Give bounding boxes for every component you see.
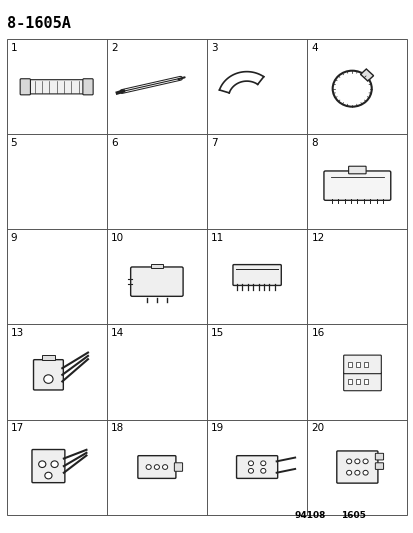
Text: 20: 20 bbox=[311, 423, 324, 433]
FancyBboxPatch shape bbox=[348, 166, 365, 174]
FancyBboxPatch shape bbox=[236, 456, 277, 479]
Bar bbox=[150, 264, 163, 269]
Text: 18: 18 bbox=[111, 423, 124, 433]
Circle shape bbox=[362, 470, 367, 475]
Circle shape bbox=[146, 465, 151, 470]
Text: 7: 7 bbox=[211, 138, 217, 148]
FancyBboxPatch shape bbox=[32, 449, 65, 483]
Text: 14: 14 bbox=[111, 328, 124, 338]
FancyBboxPatch shape bbox=[138, 456, 176, 479]
Text: 4: 4 bbox=[311, 43, 317, 53]
Text: 5: 5 bbox=[11, 138, 17, 148]
Bar bbox=[7, 39, 406, 514]
FancyBboxPatch shape bbox=[375, 463, 382, 470]
Circle shape bbox=[248, 469, 253, 473]
Circle shape bbox=[162, 465, 167, 470]
Text: 1: 1 bbox=[11, 43, 17, 53]
Circle shape bbox=[354, 459, 359, 464]
FancyBboxPatch shape bbox=[20, 79, 31, 95]
Bar bbox=[360, 69, 373, 81]
Circle shape bbox=[51, 461, 58, 467]
FancyBboxPatch shape bbox=[174, 463, 182, 471]
Text: 8-1605A: 8-1605A bbox=[7, 15, 70, 30]
Text: 6: 6 bbox=[111, 138, 117, 148]
Circle shape bbox=[44, 375, 53, 383]
Circle shape bbox=[346, 459, 351, 464]
Text: 19: 19 bbox=[211, 423, 224, 433]
Text: 8: 8 bbox=[311, 138, 317, 148]
Text: 17: 17 bbox=[11, 423, 24, 433]
FancyBboxPatch shape bbox=[131, 267, 183, 296]
Text: 94108: 94108 bbox=[294, 511, 325, 520]
Text: 15: 15 bbox=[211, 328, 224, 338]
Text: 2: 2 bbox=[111, 43, 117, 53]
FancyBboxPatch shape bbox=[343, 355, 380, 374]
FancyBboxPatch shape bbox=[375, 453, 382, 460]
FancyBboxPatch shape bbox=[33, 360, 63, 390]
Circle shape bbox=[154, 465, 159, 470]
Circle shape bbox=[346, 470, 351, 475]
Circle shape bbox=[362, 459, 367, 464]
Bar bbox=[347, 379, 351, 384]
Circle shape bbox=[38, 461, 46, 467]
Circle shape bbox=[260, 461, 265, 466]
Bar bbox=[355, 379, 359, 384]
Text: 1605: 1605 bbox=[340, 511, 365, 520]
Text: 13: 13 bbox=[11, 328, 24, 338]
FancyBboxPatch shape bbox=[343, 372, 380, 391]
Circle shape bbox=[354, 470, 359, 475]
Bar bbox=[363, 362, 367, 367]
Text: 11: 11 bbox=[211, 233, 224, 243]
FancyBboxPatch shape bbox=[83, 79, 93, 95]
Bar bbox=[347, 362, 351, 367]
Text: 10: 10 bbox=[111, 233, 124, 243]
Circle shape bbox=[45, 472, 52, 479]
Text: 3: 3 bbox=[211, 43, 217, 53]
Bar bbox=[363, 379, 367, 384]
Text: 12: 12 bbox=[311, 233, 324, 243]
Text: 9: 9 bbox=[11, 233, 17, 243]
FancyBboxPatch shape bbox=[336, 451, 377, 483]
FancyBboxPatch shape bbox=[323, 171, 390, 200]
Bar bbox=[355, 362, 359, 367]
Circle shape bbox=[248, 461, 253, 466]
Text: 16: 16 bbox=[311, 328, 324, 338]
Bar bbox=[42, 355, 55, 360]
Circle shape bbox=[260, 469, 265, 473]
FancyBboxPatch shape bbox=[27, 80, 86, 94]
FancyBboxPatch shape bbox=[233, 264, 280, 286]
